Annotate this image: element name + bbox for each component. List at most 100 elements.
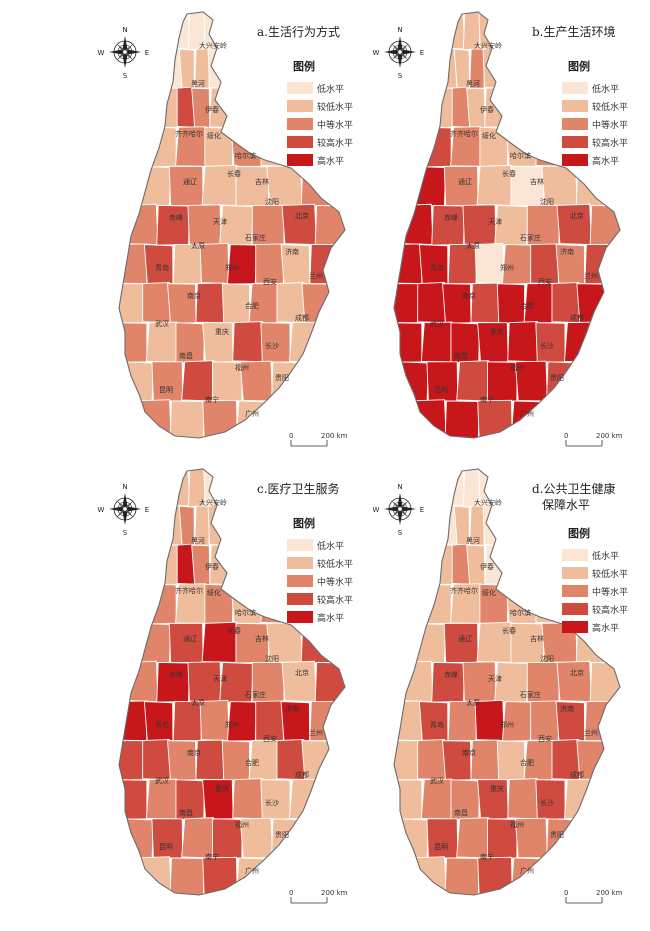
city-label: 济南 <box>285 247 299 256</box>
scale-end: 200 km <box>321 889 348 897</box>
legend-swatch <box>562 567 588 579</box>
city-label: 长沙 <box>540 798 554 807</box>
region <box>181 360 214 402</box>
region <box>172 244 203 285</box>
region <box>469 505 485 546</box>
city-label: 成都 <box>570 770 584 779</box>
region <box>281 203 317 246</box>
region <box>563 778 596 820</box>
city-label: 贵阳 <box>550 373 564 382</box>
city-label: 长春 <box>227 626 241 635</box>
city-label: 长沙 <box>265 341 279 350</box>
city-label: 武汉 <box>430 776 444 785</box>
panel-title: a.生活行为方式 <box>257 24 340 39</box>
region <box>235 857 272 895</box>
legend-swatch <box>287 575 313 587</box>
city-label: 石家庄 <box>245 233 266 242</box>
legend-label: 高水平 <box>317 612 344 624</box>
city-label: 通辽 <box>458 634 472 643</box>
region <box>507 321 539 363</box>
region <box>195 739 225 781</box>
compass-letter-n: N <box>397 483 402 491</box>
city-label: 重庆 <box>490 327 504 336</box>
region <box>421 126 452 168</box>
region <box>426 818 459 859</box>
legend-label: 高水平 <box>592 622 619 634</box>
city-label: 郑州 <box>500 264 514 272</box>
city-label: 南昌 <box>454 808 468 817</box>
region <box>426 361 459 402</box>
city-label: 青岛 <box>155 720 169 729</box>
city-label: 南昌 <box>179 351 193 360</box>
city-label: 济南 <box>560 247 574 256</box>
city-label: 长沙 <box>265 798 279 807</box>
region <box>119 243 148 285</box>
region <box>219 204 254 247</box>
city-label: 合肥 <box>245 758 259 767</box>
region <box>421 583 452 625</box>
legend-label: 中等水平 <box>592 119 628 131</box>
region <box>397 361 429 403</box>
region <box>535 779 566 820</box>
legend-label: 较高水平 <box>592 604 628 616</box>
city-label: 南京 <box>187 291 201 300</box>
city-label: 广州 <box>245 866 259 875</box>
region <box>232 778 264 820</box>
compass-letter-w: W <box>373 506 380 514</box>
city-label: 绥化 <box>207 588 221 597</box>
city-label: 昆明 <box>434 843 448 851</box>
legend-label: 较高水平 <box>592 137 628 149</box>
region <box>477 399 513 438</box>
city-label: 福州 <box>235 820 249 829</box>
city-label: 成都 <box>295 313 309 322</box>
region <box>122 361 154 403</box>
region <box>300 165 336 207</box>
city-label: 济南 <box>560 704 574 713</box>
city-label: 兰州 <box>584 728 598 737</box>
legend-title: 图例 <box>293 59 315 73</box>
city-label: 齐齐哈尔 <box>175 129 203 138</box>
city-label: 长春 <box>502 626 516 635</box>
region <box>142 281 171 324</box>
region <box>202 399 238 438</box>
scale-zero: 0 <box>564 432 568 440</box>
city-label: 贵阳 <box>550 830 564 839</box>
region <box>434 544 454 585</box>
region <box>181 817 214 859</box>
region <box>411 165 447 207</box>
region <box>159 544 179 585</box>
city-label: 郑州 <box>500 721 514 729</box>
city-label: 济南 <box>285 704 299 713</box>
region <box>394 322 423 363</box>
city-label: 太原 <box>191 241 205 250</box>
region <box>219 661 254 704</box>
region <box>288 321 321 363</box>
region <box>477 856 513 895</box>
city-label: 福州 <box>510 820 524 829</box>
legend-swatch <box>562 603 588 615</box>
city-label: 石家庄 <box>520 690 541 699</box>
city-label: 赤峰 <box>444 670 458 679</box>
region <box>122 818 154 860</box>
city-label: 石家庄 <box>245 690 266 699</box>
region <box>444 400 480 438</box>
city-label: 重庆 <box>490 784 504 793</box>
legend-swatch <box>562 154 588 166</box>
compass-letter-e: E <box>145 506 149 514</box>
legend-swatch <box>287 593 313 605</box>
region <box>123 203 159 246</box>
region <box>510 857 547 895</box>
compass-rose-icon <box>384 493 416 525</box>
region <box>434 87 454 128</box>
region <box>420 778 453 820</box>
compass-letter-e: E <box>420 49 424 57</box>
legend-swatch <box>562 136 588 148</box>
compass-letter-e: E <box>145 49 149 57</box>
region <box>444 857 480 895</box>
city-label: 兰州 <box>309 728 323 737</box>
compass-letter-n: N <box>122 483 127 491</box>
city-label: 南京 <box>187 748 201 757</box>
